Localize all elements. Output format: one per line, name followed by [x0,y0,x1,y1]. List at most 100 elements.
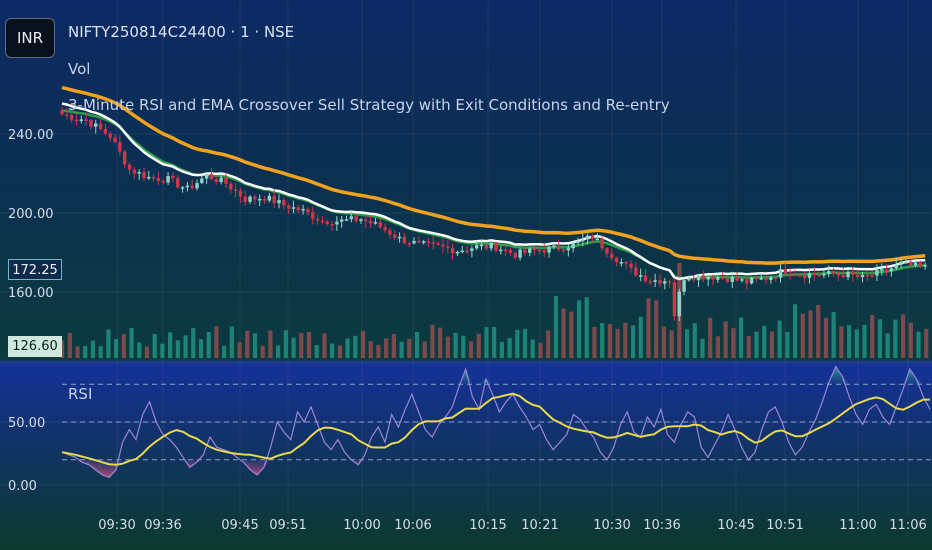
candle-body [426,241,431,243]
volume-bar [90,340,96,358]
candle-body [773,277,778,279]
candle-body [643,275,648,282]
candle-body [812,273,816,275]
candle-body [378,222,382,228]
volume-bar [306,331,312,358]
candle-body [79,119,83,121]
volume-bar [206,332,211,358]
volume-bar [430,324,435,358]
volume-bar [553,295,558,358]
candle-body [701,275,706,280]
volume-bar [314,345,319,358]
candle-body [354,216,358,221]
ema-slow-line [61,85,926,265]
candle-body [566,248,571,251]
candle-body [166,175,170,183]
candle-body [547,246,551,253]
volume-bar [839,326,844,358]
last-volume-tag: 126.60 [8,336,62,357]
volume-bar [700,338,705,358]
candle-body [696,275,701,281]
volume-bar [345,338,350,358]
candle-body [889,268,894,271]
candle-body [503,249,508,252]
candle-body [417,241,421,243]
rsi-tick-label: 50.00 [8,416,45,431]
time-tick-label: 10:30 [593,518,630,533]
candle-body [460,250,464,253]
candle-body [147,176,151,179]
volume-bar [461,335,466,358]
candle-body [672,282,677,317]
candle-body [450,248,455,254]
candle-body [629,263,633,268]
volume-bar [877,319,883,358]
rsi-overbought-fill [479,379,486,385]
candle-body [359,219,363,221]
candle-body [653,280,657,282]
candle-body [325,221,329,225]
volume-bar [823,317,829,358]
candle-body [301,208,305,211]
candle-body [118,142,122,152]
volume-bar [368,341,373,358]
candle-body [258,198,262,201]
volume-bar [453,332,458,358]
candle-body [711,276,715,280]
volume-bar [114,339,119,358]
candle-body [84,119,88,121]
candle-body [315,218,320,221]
candle-body [291,207,296,209]
volume-bar [831,312,836,358]
volume-bar [376,344,381,358]
candle-body [600,238,604,249]
candle-body [286,205,291,209]
volume-legend[interactable]: Vol [68,60,91,78]
volume-bar [738,317,744,358]
candle-body [904,261,908,264]
candle-body [865,274,870,277]
candle-body [793,274,797,277]
volume-bar [484,327,489,358]
candle-body [60,110,64,115]
candle-body [455,251,460,254]
rsi-oversold-fill [88,459,96,470]
candle-body [475,245,479,249]
candle-body [542,250,546,253]
price-pane-background [0,0,932,362]
candle-body [200,178,204,184]
candle-body [884,269,889,271]
candle-body [277,200,281,204]
symbol-title[interactable]: NIFTY250814C24400 · 1 · NSE [68,23,295,41]
volume-bar [785,331,790,358]
time-tick-label: 09:30 [98,518,135,533]
volume-bar [214,326,219,358]
candle-body [132,169,137,174]
time-tick-label: 09:45 [221,518,258,533]
volume-bar [908,322,913,358]
candle-body [204,174,209,179]
price-tick-label: 240.00 [8,128,54,143]
candle-body [171,175,175,179]
currency-badge[interactable]: INR [5,18,55,58]
candle-body [648,281,653,283]
candle-body [605,248,609,254]
candle-body [229,183,233,190]
volume-bar [561,308,566,358]
candle-body [185,185,190,188]
candle-body [682,280,686,292]
volume-bar [291,337,296,358]
volume-bar [384,338,389,358]
rsi-overbought-fill [822,381,830,385]
time-tick-label: 10:06 [394,518,431,533]
volume-bar [414,331,420,358]
rsi-legend[interactable]: RSI [68,385,93,403]
volume-bar [98,346,103,358]
volume-bar [407,338,412,358]
strategy-legend[interactable]: 3-Minute RSI and EMA Crossover Sell Stra… [68,96,670,114]
candle-body [122,151,127,165]
candle-body [817,274,821,277]
candle-body [875,270,879,276]
candle-body [764,278,768,281]
